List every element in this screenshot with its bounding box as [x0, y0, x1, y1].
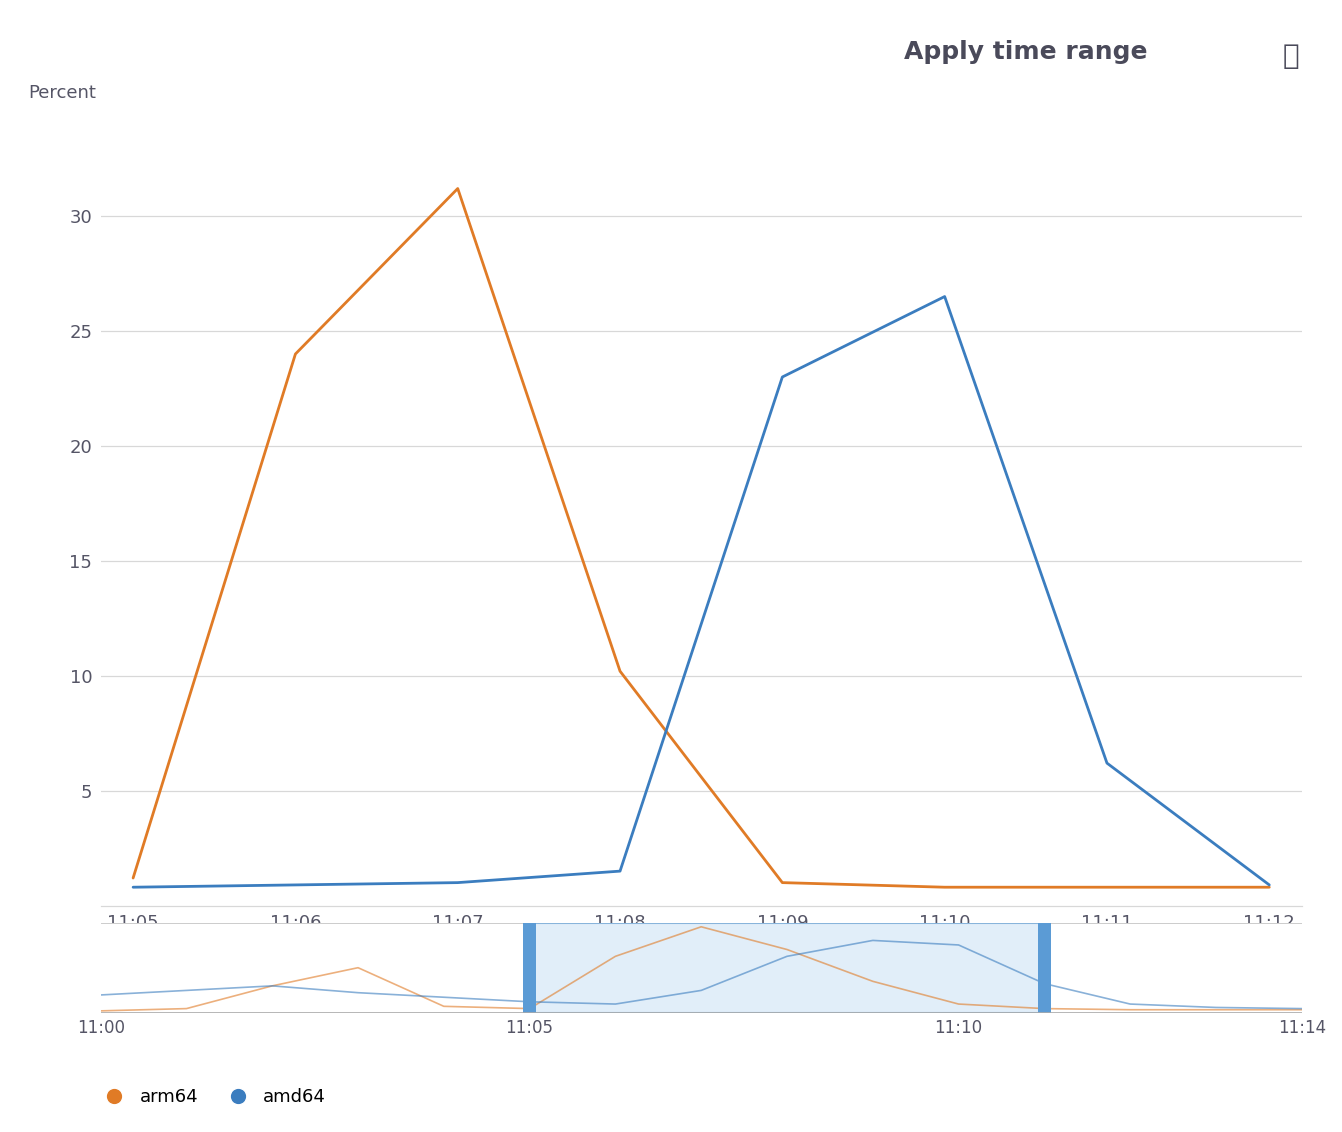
Text: ⌕: ⌕	[1283, 42, 1299, 70]
Text: Percent: Percent	[28, 84, 97, 102]
Legend: arm64, amd64: arm64, amd64	[97, 1088, 326, 1106]
Bar	[523, 923, 535, 1013]
Bar	[1037, 923, 1051, 1013]
Text: Apply time range: Apply time range	[905, 40, 1147, 63]
Bar	[530, 923, 1044, 1013]
